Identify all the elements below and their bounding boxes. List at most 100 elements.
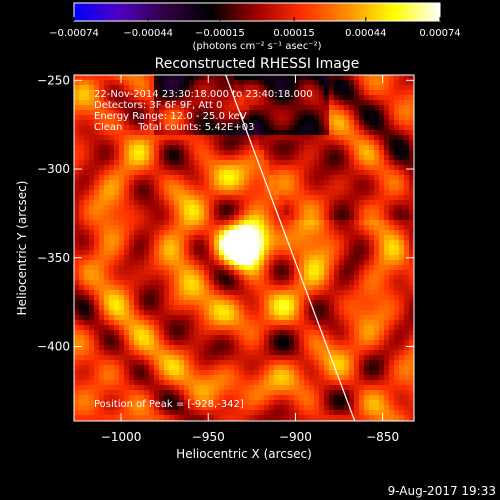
heatmap-cell <box>209 350 215 356</box>
heatmap-cell <box>124 260 130 266</box>
heatmap-cell <box>399 345 405 351</box>
heatmap-cell <box>209 250 215 256</box>
heatmap-cell <box>84 285 90 291</box>
heatmap-cell <box>194 310 200 316</box>
heatmap-cell <box>384 275 390 281</box>
heatmap-cell <box>364 340 370 346</box>
heatmap-cell <box>364 305 370 311</box>
heatmap-cell <box>334 340 340 346</box>
heatmap-cell <box>389 270 395 276</box>
heatmap-cell <box>314 135 320 141</box>
heatmap-cell <box>144 265 150 271</box>
heatmap-cell <box>204 145 210 151</box>
heatmap-cell <box>144 410 150 416</box>
heatmap-cell <box>354 255 360 261</box>
heatmap-cell <box>204 140 210 146</box>
heatmap-cell <box>124 170 130 176</box>
heatmap-cell <box>99 145 105 151</box>
heatmap-cell <box>409 335 414 341</box>
heatmap-cell <box>79 160 85 166</box>
heatmap-cell <box>304 145 310 151</box>
heatmap-cell <box>374 230 380 236</box>
heatmap-cell <box>79 350 85 356</box>
heatmap-cell <box>299 125 305 131</box>
heatmap-cell <box>254 275 260 281</box>
heatmap-cell <box>279 200 285 206</box>
heatmap-cell <box>374 325 380 331</box>
heatmap-cell <box>89 260 95 266</box>
heatmap-cell <box>344 180 350 186</box>
heatmap-cell <box>329 225 335 231</box>
heatmap-cell <box>384 125 390 131</box>
heatmap-cell <box>254 290 260 296</box>
heatmap-cell <box>219 235 225 241</box>
heatmap-cell <box>94 310 100 316</box>
heatmap-cell <box>344 270 350 276</box>
heatmap-cell <box>164 355 170 361</box>
heatmap-cell <box>374 240 380 246</box>
heatmap-cell <box>369 145 375 151</box>
heatmap-cell <box>239 90 245 96</box>
heatmap-cell <box>344 295 350 301</box>
heatmap-cell <box>134 405 140 411</box>
heatmap-cell <box>334 155 340 161</box>
heatmap-cell <box>84 255 90 261</box>
heatmap-cell <box>84 135 90 141</box>
heatmap-cell <box>284 295 290 301</box>
heatmap-cell <box>399 135 405 141</box>
heatmap-cell <box>249 120 255 126</box>
heatmap-cell <box>269 190 275 196</box>
heatmap-cell <box>119 140 125 146</box>
heatmap-cell <box>294 275 300 281</box>
heatmap-cell <box>314 280 320 286</box>
heatmap-cell <box>204 230 210 236</box>
heatmap-cell <box>264 170 270 176</box>
heatmap-cell <box>169 200 175 206</box>
heatmap-cell <box>119 235 125 241</box>
heatmap-cell <box>114 240 120 246</box>
heatmap-cell <box>314 155 320 161</box>
heatmap-cell <box>329 415 335 421</box>
heatmap-cell <box>339 285 345 291</box>
heatmap-cell <box>374 190 380 196</box>
heatmap-cell <box>234 300 240 306</box>
heatmap-cell <box>329 235 335 241</box>
heatmap-cell <box>74 405 80 411</box>
heatmap-cell <box>134 265 140 271</box>
heatmap-cell <box>394 205 400 211</box>
footer-timestamp: 9-Aug-2017 19:33 <box>388 484 496 498</box>
heatmap-cell <box>324 320 330 326</box>
heatmap-cell <box>224 170 230 176</box>
heatmap-cell <box>349 205 355 211</box>
heatmap-cell <box>104 365 110 371</box>
heatmap-cell <box>184 195 190 201</box>
heatmap-cell <box>284 180 290 186</box>
heatmap-cell <box>379 185 385 191</box>
heatmap-cell <box>214 260 220 266</box>
heatmap-cell <box>334 360 340 366</box>
heatmap-cell <box>184 190 190 196</box>
heatmap-cell <box>159 90 165 96</box>
heatmap-cell <box>149 385 155 391</box>
heatmap-cell <box>379 210 385 216</box>
heatmap-cell <box>79 75 85 81</box>
heatmap-cell <box>304 355 310 361</box>
heatmap-cell <box>404 150 410 156</box>
heatmap-cell <box>324 370 330 376</box>
heatmap-cell <box>244 195 250 201</box>
heatmap-cell <box>324 205 330 211</box>
heatmap-cell <box>394 105 400 111</box>
heatmap-cell <box>369 280 375 286</box>
heatmap-cell <box>274 100 280 106</box>
heatmap-cell <box>334 345 340 351</box>
heatmap-cell <box>314 180 320 186</box>
heatmap-cell <box>209 240 215 246</box>
heatmap-cell <box>309 170 315 176</box>
heatmap-cell <box>104 195 110 201</box>
heatmap-cell <box>204 290 210 296</box>
heatmap-cell <box>109 145 115 151</box>
heatmap-cell <box>244 140 250 146</box>
heatmap-cell <box>199 110 205 116</box>
heatmap-cell <box>274 75 280 81</box>
heatmap-cell <box>299 415 305 421</box>
